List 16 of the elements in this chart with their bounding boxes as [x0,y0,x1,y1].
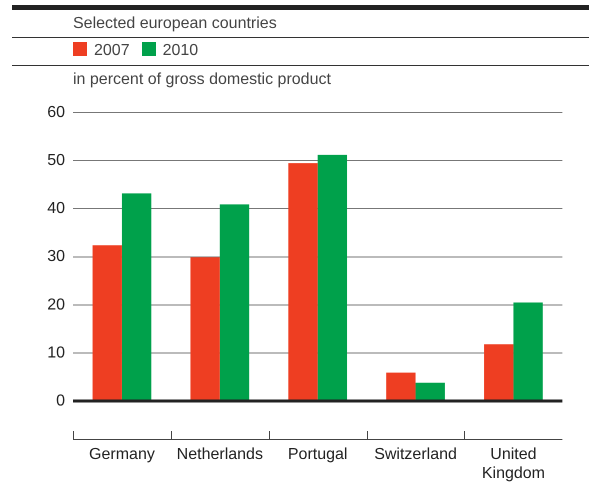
x-tick-label: Germany [89,446,155,464]
y-axis-title: in percent of gross domestic product [73,70,331,90]
chart-title: Selected european countries [73,14,277,34]
y-tick-label: 50 [47,152,66,170]
y-tick-label: 30 [47,248,66,266]
x-tick-label: Netherlands [176,446,263,464]
y-tick-label: 40 [47,200,66,218]
y-tick-label: 20 [47,296,66,314]
legend-label: 2010 [162,42,198,59]
x-tick-label: United Kingdom [482,446,546,482]
legend-label: 2007 [93,42,130,59]
x-tick-label: Portugal [288,446,348,464]
x-tick-label: Switzerland [374,446,457,464]
y-tick-label: 0 [56,392,66,410]
y-tick-label: 10 [47,344,66,362]
y-tick-label: 60 [47,104,66,122]
